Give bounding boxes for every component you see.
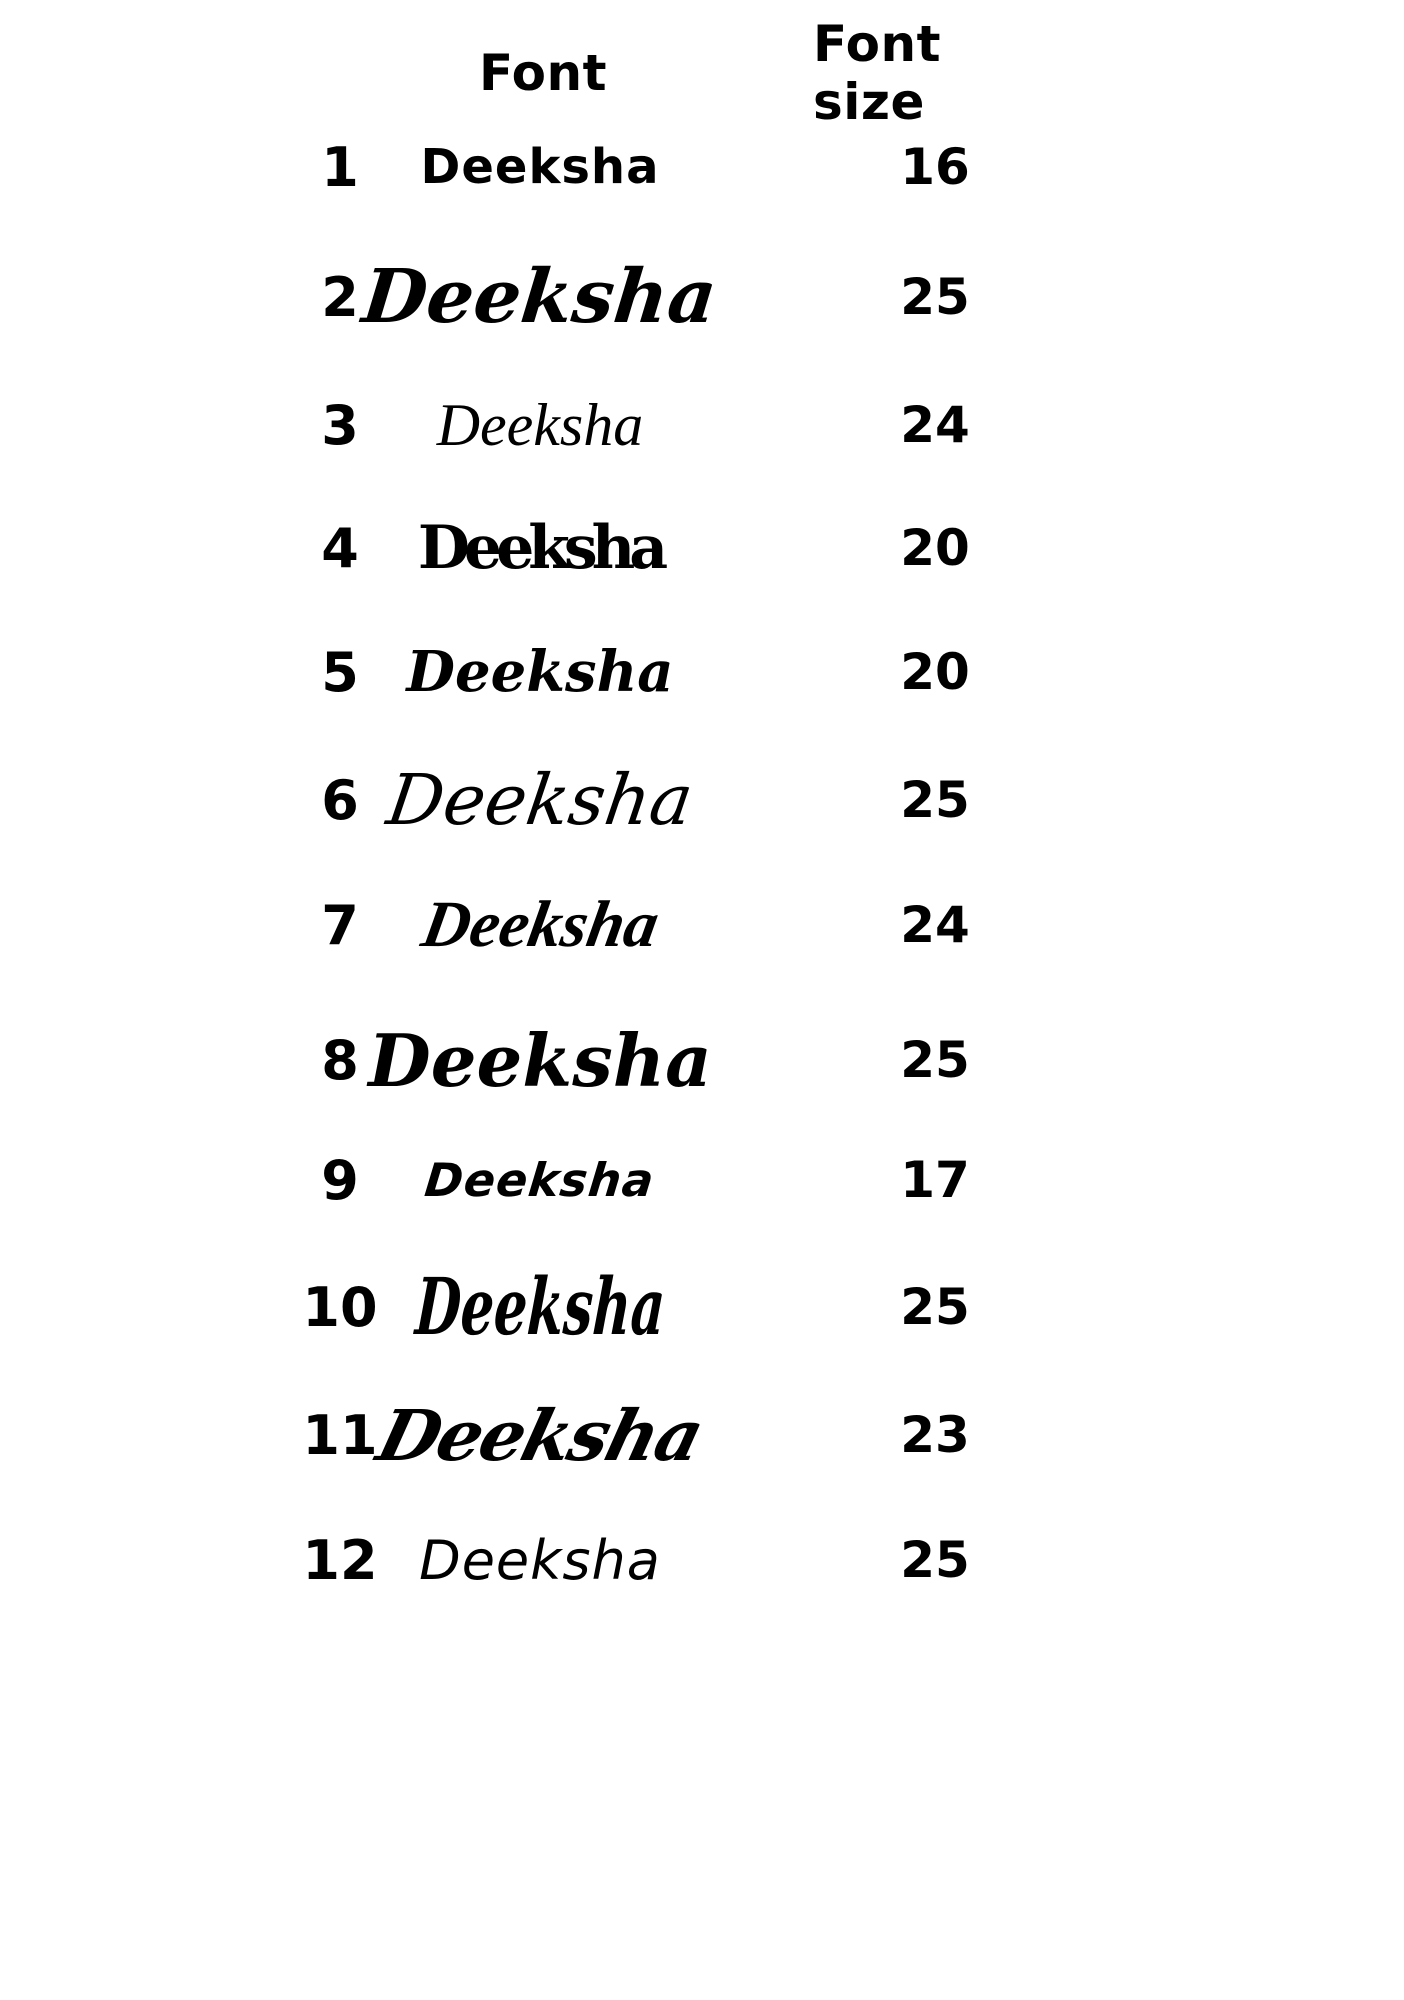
font-sample-text: Deeksha (406, 639, 674, 705)
table-row: 4 Deeksha 20 (0, 483, 1404, 613)
font-sample-text: Deeksha (417, 513, 668, 583)
table-row: 2 Deeksha 25 (0, 232, 1404, 362)
font-sample: Deeksha (330, 102, 750, 232)
row-number: 1 (321, 135, 359, 199)
table-row: 9 Deeksha 17 (0, 1115, 1404, 1245)
font-sample: Deeksha (330, 1115, 750, 1245)
font-sample: Deeksha (330, 735, 750, 865)
font-size-value: 25 (900, 1278, 970, 1336)
table-row: 3 Deeksha 24 (0, 360, 1404, 490)
column-header-font: Font (479, 44, 607, 102)
row-number: 8 (321, 1028, 359, 1092)
font-sample: Deeksha (330, 360, 750, 490)
font-sample-text: Deeksha (419, 1528, 661, 1592)
font-size-value: 20 (900, 643, 970, 701)
font-sample-text: Deeksha (436, 391, 644, 458)
font-sample-text: Deeksha (416, 888, 664, 961)
font-size-value: 23 (900, 1406, 970, 1464)
font-sample-text: Deeksha (412, 1261, 668, 1353)
font-size-value: 17 (900, 1151, 970, 1209)
row-number: 2 (321, 265, 359, 329)
font-size-value: 24 (900, 396, 970, 454)
table-row: 5 Deeksha 20 (0, 607, 1404, 737)
font-size-value: 25 (900, 1531, 970, 1589)
header-row: Font Font size (0, 15, 1404, 131)
row-number: 11 (302, 1403, 378, 1467)
table-row: 12 Deeksha 25 (0, 1495, 1404, 1625)
row-number: 3 (321, 393, 359, 457)
font-size-value: 20 (900, 519, 970, 577)
font-sample: Deeksha (330, 483, 750, 613)
font-sample-text: Deeksha (422, 1153, 658, 1207)
font-sample: Deeksha (330, 607, 750, 737)
table-row: 8 Deeksha 25 (0, 995, 1404, 1125)
row-number: 6 (321, 768, 359, 832)
table-row: 1 Deeksha 16 (0, 102, 1404, 232)
row-number: 4 (321, 516, 359, 580)
font-sample: Deeksha (330, 1242, 750, 1372)
row-number: 7 (321, 893, 359, 957)
table-row: 10 Deeksha 25 (0, 1242, 1404, 1372)
font-size-value: 25 (900, 1031, 970, 1089)
font-sample: Deeksha (330, 860, 750, 990)
font-sample: Deeksha (330, 232, 750, 362)
row-number: 12 (302, 1528, 378, 1592)
font-sample-text: Deeksha (420, 139, 660, 195)
font-sample-text: Deeksha (369, 1393, 711, 1477)
table-row: 11 Deeksha 23 (0, 1370, 1404, 1500)
font-size-value: 25 (900, 268, 970, 326)
row-number: 10 (302, 1275, 378, 1339)
font-sample-text: Deeksha (382, 759, 698, 841)
table-row: 6 Deeksha 25 (0, 735, 1404, 865)
font-size-value: 25 (900, 771, 970, 829)
font-sample: Deeksha (330, 1370, 750, 1500)
row-number: 9 (321, 1148, 359, 1212)
font-sample: Deeksha (330, 995, 750, 1125)
font-sample-text: Deeksha (368, 1017, 712, 1103)
font-size-value: 24 (900, 896, 970, 954)
font-sample-text: Deeksha (358, 254, 722, 340)
row-number: 5 (321, 640, 359, 704)
font-sample: Deeksha (330, 1495, 750, 1625)
table-row: 7 Deeksha 24 (0, 860, 1404, 990)
font-size-value: 16 (900, 138, 970, 196)
